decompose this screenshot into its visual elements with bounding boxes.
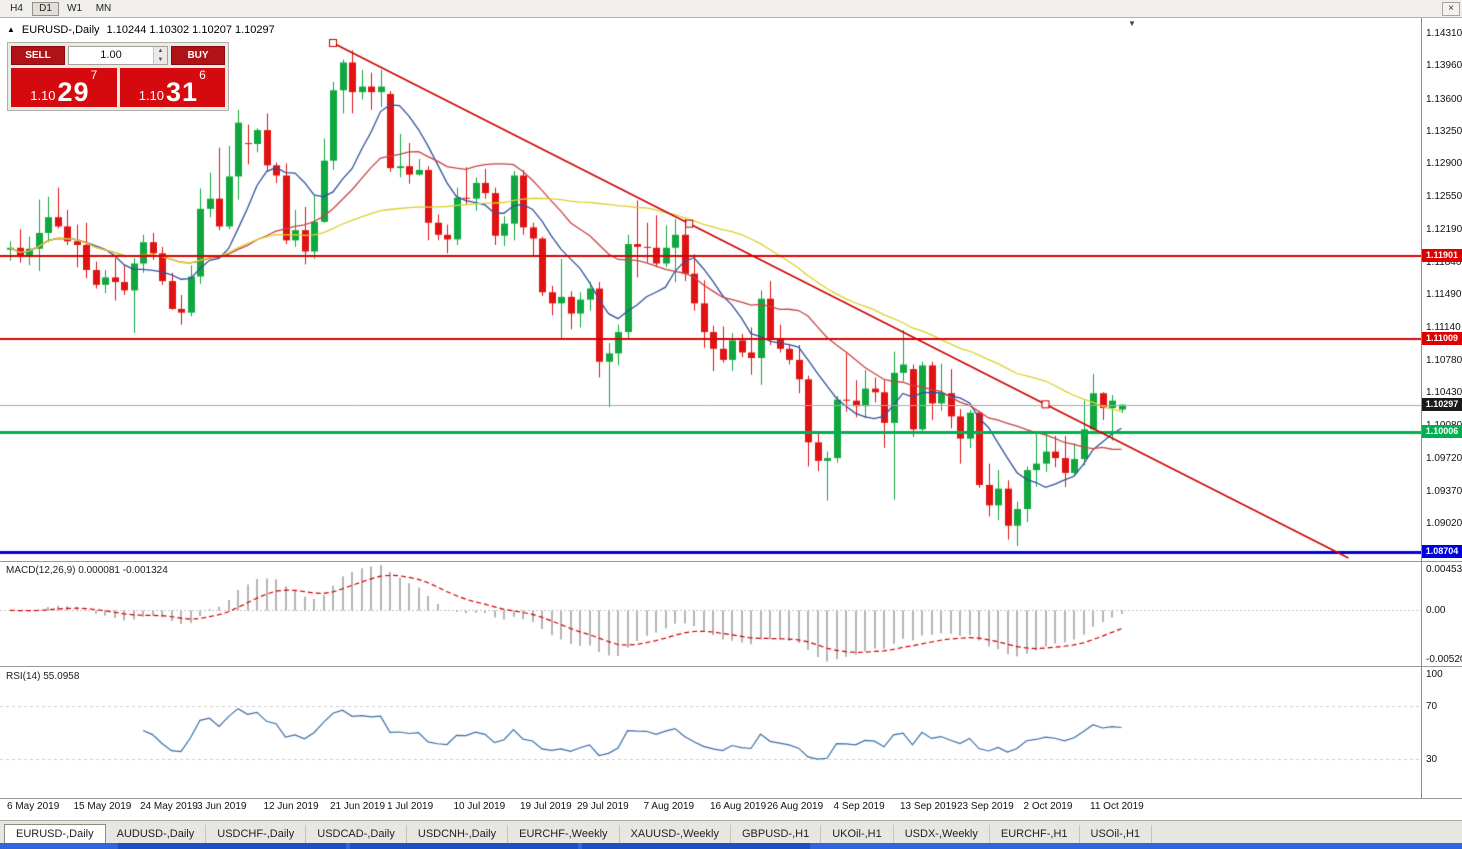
timeframe-button-h4[interactable]: H4 [3, 2, 30, 16]
buy-price-big: 1.10 [138, 88, 165, 103]
chart-tab[interactable]: USOil-,H1 [1080, 825, 1153, 844]
buy-price-point: 6 [199, 68, 206, 82]
macd-scale-zero: 0.00 [1426, 605, 1446, 617]
rsi-indicator-canvas[interactable] [0, 667, 1421, 798]
rsi-scale-tick: 100 [1426, 669, 1443, 680]
current-price-tag: 1.10297 [1422, 397, 1462, 411]
chart-tab[interactable]: XAUUSD-,Weekly [620, 825, 731, 844]
macd-label: MACD(12,26,9) 0.000081 -0.001324 [6, 565, 168, 576]
close-icon[interactable]: × [1442, 1, 1460, 16]
timeframe-buttons: H4 D1 W1 MN [2, 1, 118, 16]
date-axis-label: 16 Aug 2019 [710, 801, 767, 812]
date-axis-label: 15 May 2019 [73, 801, 132, 812]
price-axis-tick: 1.11140 [1426, 321, 1461, 333]
chart-tab[interactable]: USDCNH-,Daily [407, 825, 509, 844]
price-axis-tick: 1.10430 [1426, 387, 1462, 399]
sell-price-display[interactable]: 1.10 29 7 [11, 68, 117, 107]
chart-tab[interactable]: EURCHF-,H1 [990, 825, 1080, 844]
rsi-scale-tick: 30 [1426, 753, 1438, 765]
date-axis-label: 3 Jun 2019 [197, 801, 247, 812]
rsi-scale-tick: 70 [1426, 701, 1438, 713]
one-click-trading-widget: SELL 1.00 ▲ ▼ BUY 1.10 29 7 1.10 31 6 [7, 42, 229, 111]
chart-tab[interactable]: UKOil-,H1 [821, 825, 894, 844]
taskbar-strip [0, 843, 1462, 849]
chart-ohlc-label: 1.10244 1.10302 1.10207 1.10297 [106, 24, 275, 36]
chart-tab-bar: EURUSD-,Daily AUDUSD-,Daily USDCHF-,Daily U… [0, 820, 1462, 844]
toolbar: H4 D1 W1 MN × [0, 0, 1462, 18]
date-axis-label: 10 Jul 2019 [453, 801, 506, 812]
price-axis-tick: 1.09020 [1426, 517, 1462, 529]
chart-tab[interactable]: GBPUSD-,H1 [731, 825, 822, 844]
price-axis-border [1421, 18, 1422, 798]
price-level-tag: 1.11901 [1422, 249, 1462, 263]
sell-price-pips: 29 [57, 77, 90, 107]
buy-price-pips: 31 [166, 77, 199, 107]
chart-shift-marker-icon[interactable]: ▼ [1128, 19, 1136, 28]
price-axis-tick: 1.13960 [1426, 60, 1462, 72]
chart-header: ▲ EURUSD-,Daily 1.10244 1.10302 1.10207 … [7, 24, 275, 36]
chart-tab[interactable]: USDCAD-,Daily [306, 825, 407, 844]
price-chart-canvas[interactable] [0, 18, 1421, 560]
date-axis-label: 24 May 2019 [140, 801, 198, 812]
macd-scale-min: -0.005205 [1426, 654, 1462, 665]
date-axis-label: 29 Jul 2019 [577, 801, 629, 812]
price-level-tag: 1.08704 [1422, 545, 1462, 559]
volume-field[interactable]: 1.00 ▲ ▼ [68, 46, 168, 65]
chart-tab[interactable]: EURCHF-,Weekly [508, 825, 620, 844]
chart-symbol-label: EURUSD-,Daily [21, 24, 100, 36]
taskbar-segment [118, 843, 346, 849]
volume-up-icon[interactable]: ▲ [157, 48, 164, 54]
price-axis-tick: 1.13250 [1426, 126, 1462, 138]
price-axis-tick: 1.12900 [1426, 158, 1462, 170]
taskbar-segment [582, 843, 810, 849]
taskbar-segment [350, 843, 578, 849]
price-axis-tick: 1.11840 [1426, 256, 1462, 268]
buy-price-display[interactable]: 1.10 31 6 [119, 68, 225, 107]
price-axis-tick: 1.12550 [1426, 190, 1462, 202]
date-axis-label: 26 Aug 2019 [767, 801, 824, 812]
price-axis-tick: 1.14310 [1426, 27, 1462, 39]
macd-scale-max: 0.004536 [1426, 564, 1462, 575]
buy-button[interactable]: BUY [171, 46, 225, 65]
price-axis-tick: 1.10780 [1426, 354, 1462, 366]
date-axis-label: 11 Oct 2019 [1090, 801, 1144, 812]
panel-divider[interactable] [0, 666, 1462, 667]
volume-spinner: ▲ ▼ [153, 47, 167, 64]
sell-button[interactable]: SELL [11, 46, 65, 65]
panel-divider[interactable] [0, 561, 1462, 562]
date-axis-label: 7 Aug 2019 [643, 801, 695, 812]
price-axis-tick: 1.13600 [1426, 93, 1462, 105]
date-axis-label: 13 Sep 2019 [900, 801, 957, 812]
chart-tab[interactable]: AUDUSD-,Daily [106, 825, 207, 844]
price-level-tag: 1.11009 [1422, 331, 1462, 345]
volume-down-icon[interactable]: ▼ [157, 56, 164, 63]
date-axis-label: 19 Jul 2019 [520, 801, 572, 812]
chart-tab[interactable]: USDX-,Weekly [894, 825, 990, 844]
price-axis-tick: 1.09720 [1426, 453, 1462, 465]
date-axis-label: 23 Sep 2019 [957, 801, 1014, 812]
one-click-collapse-icon[interactable]: ▲ [7, 25, 15, 34]
price-axis-tick: 1.09370 [1426, 485, 1462, 497]
macd-indicator-canvas[interactable] [0, 562, 1421, 666]
date-axis-divider [0, 798, 1462, 799]
date-axis-label: 21 Jun 2019 [330, 801, 386, 812]
timeframe-button-d1[interactable]: D1 [32, 1, 59, 16]
date-axis-label: 1 Jul 2019 [387, 801, 434, 812]
date-axis-label: 2 Oct 2019 [1023, 801, 1073, 812]
volume-value: 1.00 [100, 49, 122, 61]
sell-price-point: 7 [90, 68, 98, 82]
timeframe-button-mn[interactable]: MN [90, 2, 117, 16]
price-axis-tick: 1.11490 [1426, 289, 1462, 301]
timeframe-button-w1[interactable]: W1 [61, 2, 88, 16]
date-axis-label: 6 May 2019 [7, 801, 60, 812]
rsi-label: RSI(14) 55.0958 [6, 671, 80, 682]
chart-tab[interactable]: USDCHF-,Daily [206, 825, 307, 844]
sell-price-big: 1.10 [30, 88, 56, 103]
date-axis-label: 12 Jun 2019 [263, 801, 319, 812]
date-axis-label: 4 Sep 2019 [833, 801, 885, 812]
price-axis-tick: 1.12190 [1426, 224, 1462, 236]
price-level-tag: 1.10006 [1422, 424, 1462, 438]
chart-tab[interactable]: EURUSD-,Daily [4, 824, 106, 844]
